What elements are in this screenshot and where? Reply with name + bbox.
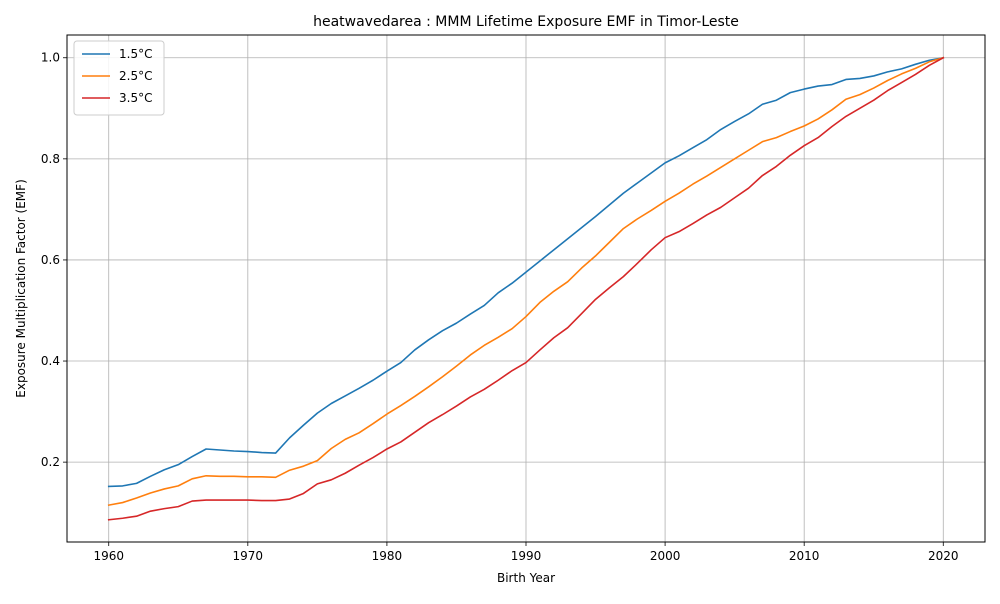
y-tick-label: 0.6 [41, 253, 60, 267]
axis-ticks: 1960 1970 1980 1990 2000 2010 2020 0.2 0.4 0.6 0.8… [41, 51, 959, 563]
y-tick-label: 0.8 [41, 152, 60, 166]
x-tick-label: 1960 [93, 549, 124, 563]
x-tick-label: 1970 [233, 549, 264, 563]
y-tick-label: 0.4 [41, 354, 60, 368]
grid [67, 35, 985, 542]
legend-label: 3.5°C [119, 91, 152, 105]
series-line [107, 56, 945, 507]
x-tick-label: 1980 [372, 549, 403, 563]
y-tick-label: 0.2 [41, 455, 60, 469]
series-line [107, 56, 945, 521]
series-lines [107, 56, 945, 521]
chart-title: heatwavedarea : MMM Lifetime Exposure EM… [313, 14, 739, 30]
legend-box [73, 40, 165, 116]
x-tick-label: 2010 [789, 549, 820, 563]
x-tick-label: 1990 [511, 549, 542, 563]
x-tick-label: 2020 [928, 549, 959, 563]
legend: 1.5°C 2.5°C 3.5°C [73, 40, 165, 116]
y-tick-label: 1.0 [41, 51, 60, 65]
y-axis-label: Exposure Multiplication Factor (EMF) [14, 179, 28, 397]
legend-label: 2.5°C [119, 69, 152, 83]
x-tick-label: 2000 [650, 549, 681, 563]
series-line [107, 56, 945, 488]
x-axis-label: Birth Year [497, 571, 555, 585]
legend-label: 1.5°C [119, 47, 152, 61]
